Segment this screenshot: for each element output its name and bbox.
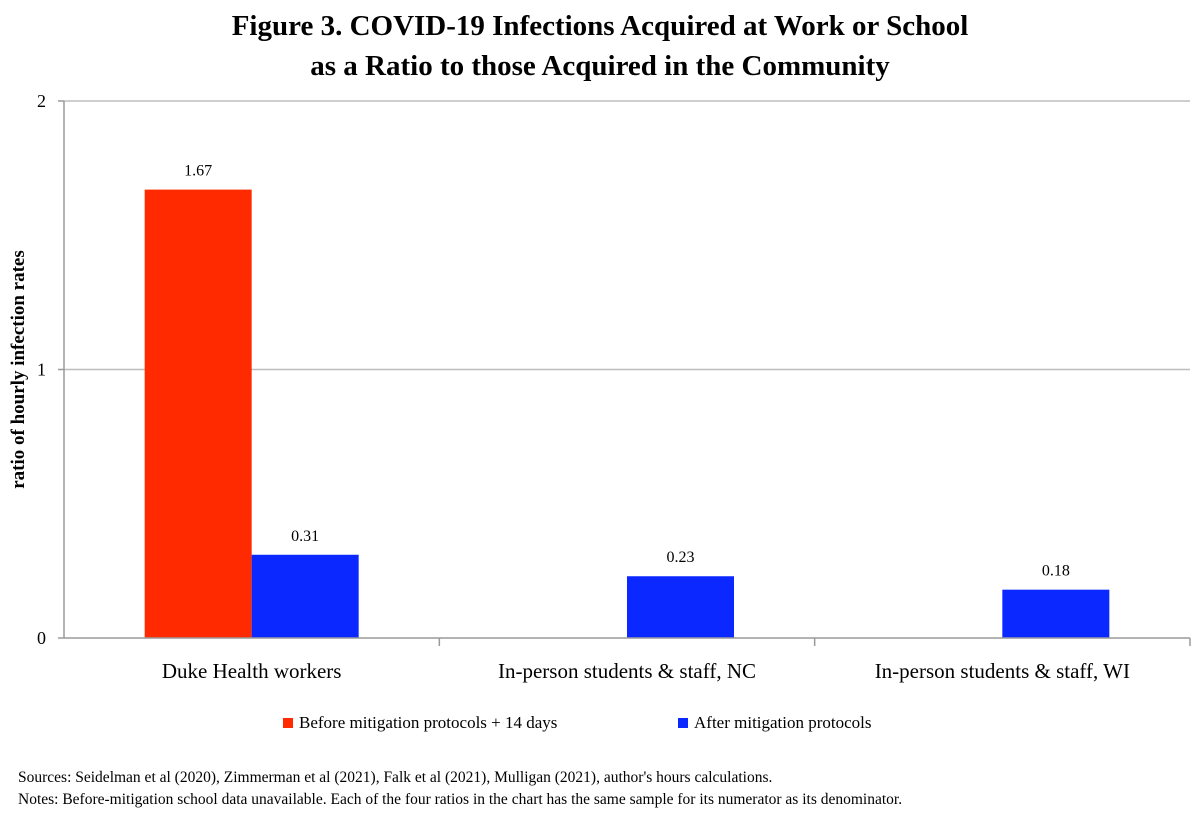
- data-label: 0.31: [291, 528, 319, 545]
- y-tick-label: 2: [37, 91, 46, 111]
- data-label: 0.23: [667, 549, 695, 566]
- y-tick-label: 1: [37, 360, 46, 380]
- legend-swatch: [283, 718, 293, 728]
- data-label: 1.67: [184, 163, 212, 180]
- legend-label: Before mitigation protocols + 14 days: [299, 713, 557, 732]
- x-category-label: Duke Health workers: [162, 659, 342, 683]
- chart-title-line-1: Figure 3. COVID-19 Infections Acquired a…: [231, 10, 969, 42]
- chart-title-line-2: as a Ratio to those Acquired in the Comm…: [310, 50, 890, 82]
- x-category-label: In-person students & staff, NC: [498, 659, 756, 683]
- bar-after: [1002, 589, 1110, 638]
- bar-before: [144, 189, 252, 639]
- y-tick-label: 0: [37, 628, 46, 648]
- data-label: 0.18: [1042, 563, 1070, 580]
- bar-after: [251, 554, 359, 638]
- notes-text: Notes: Before-mitigation school data una…: [18, 791, 903, 808]
- chart-area: 1.67 0.31 0.23 0.18 0 1 2 ratio of hourly infe…: [8, 91, 1191, 732]
- sources-note: Sources: Seidelman et al (2020), Zimmerm…: [18, 769, 773, 786]
- legend-label: After mitigation protocols: [694, 713, 872, 732]
- y-axis-label: ratio of hourly infection rates: [8, 250, 29, 489]
- bar-after: [627, 576, 734, 638]
- legend-swatch: [678, 718, 688, 728]
- x-category-label: In-person students & staff, WI: [875, 659, 1130, 683]
